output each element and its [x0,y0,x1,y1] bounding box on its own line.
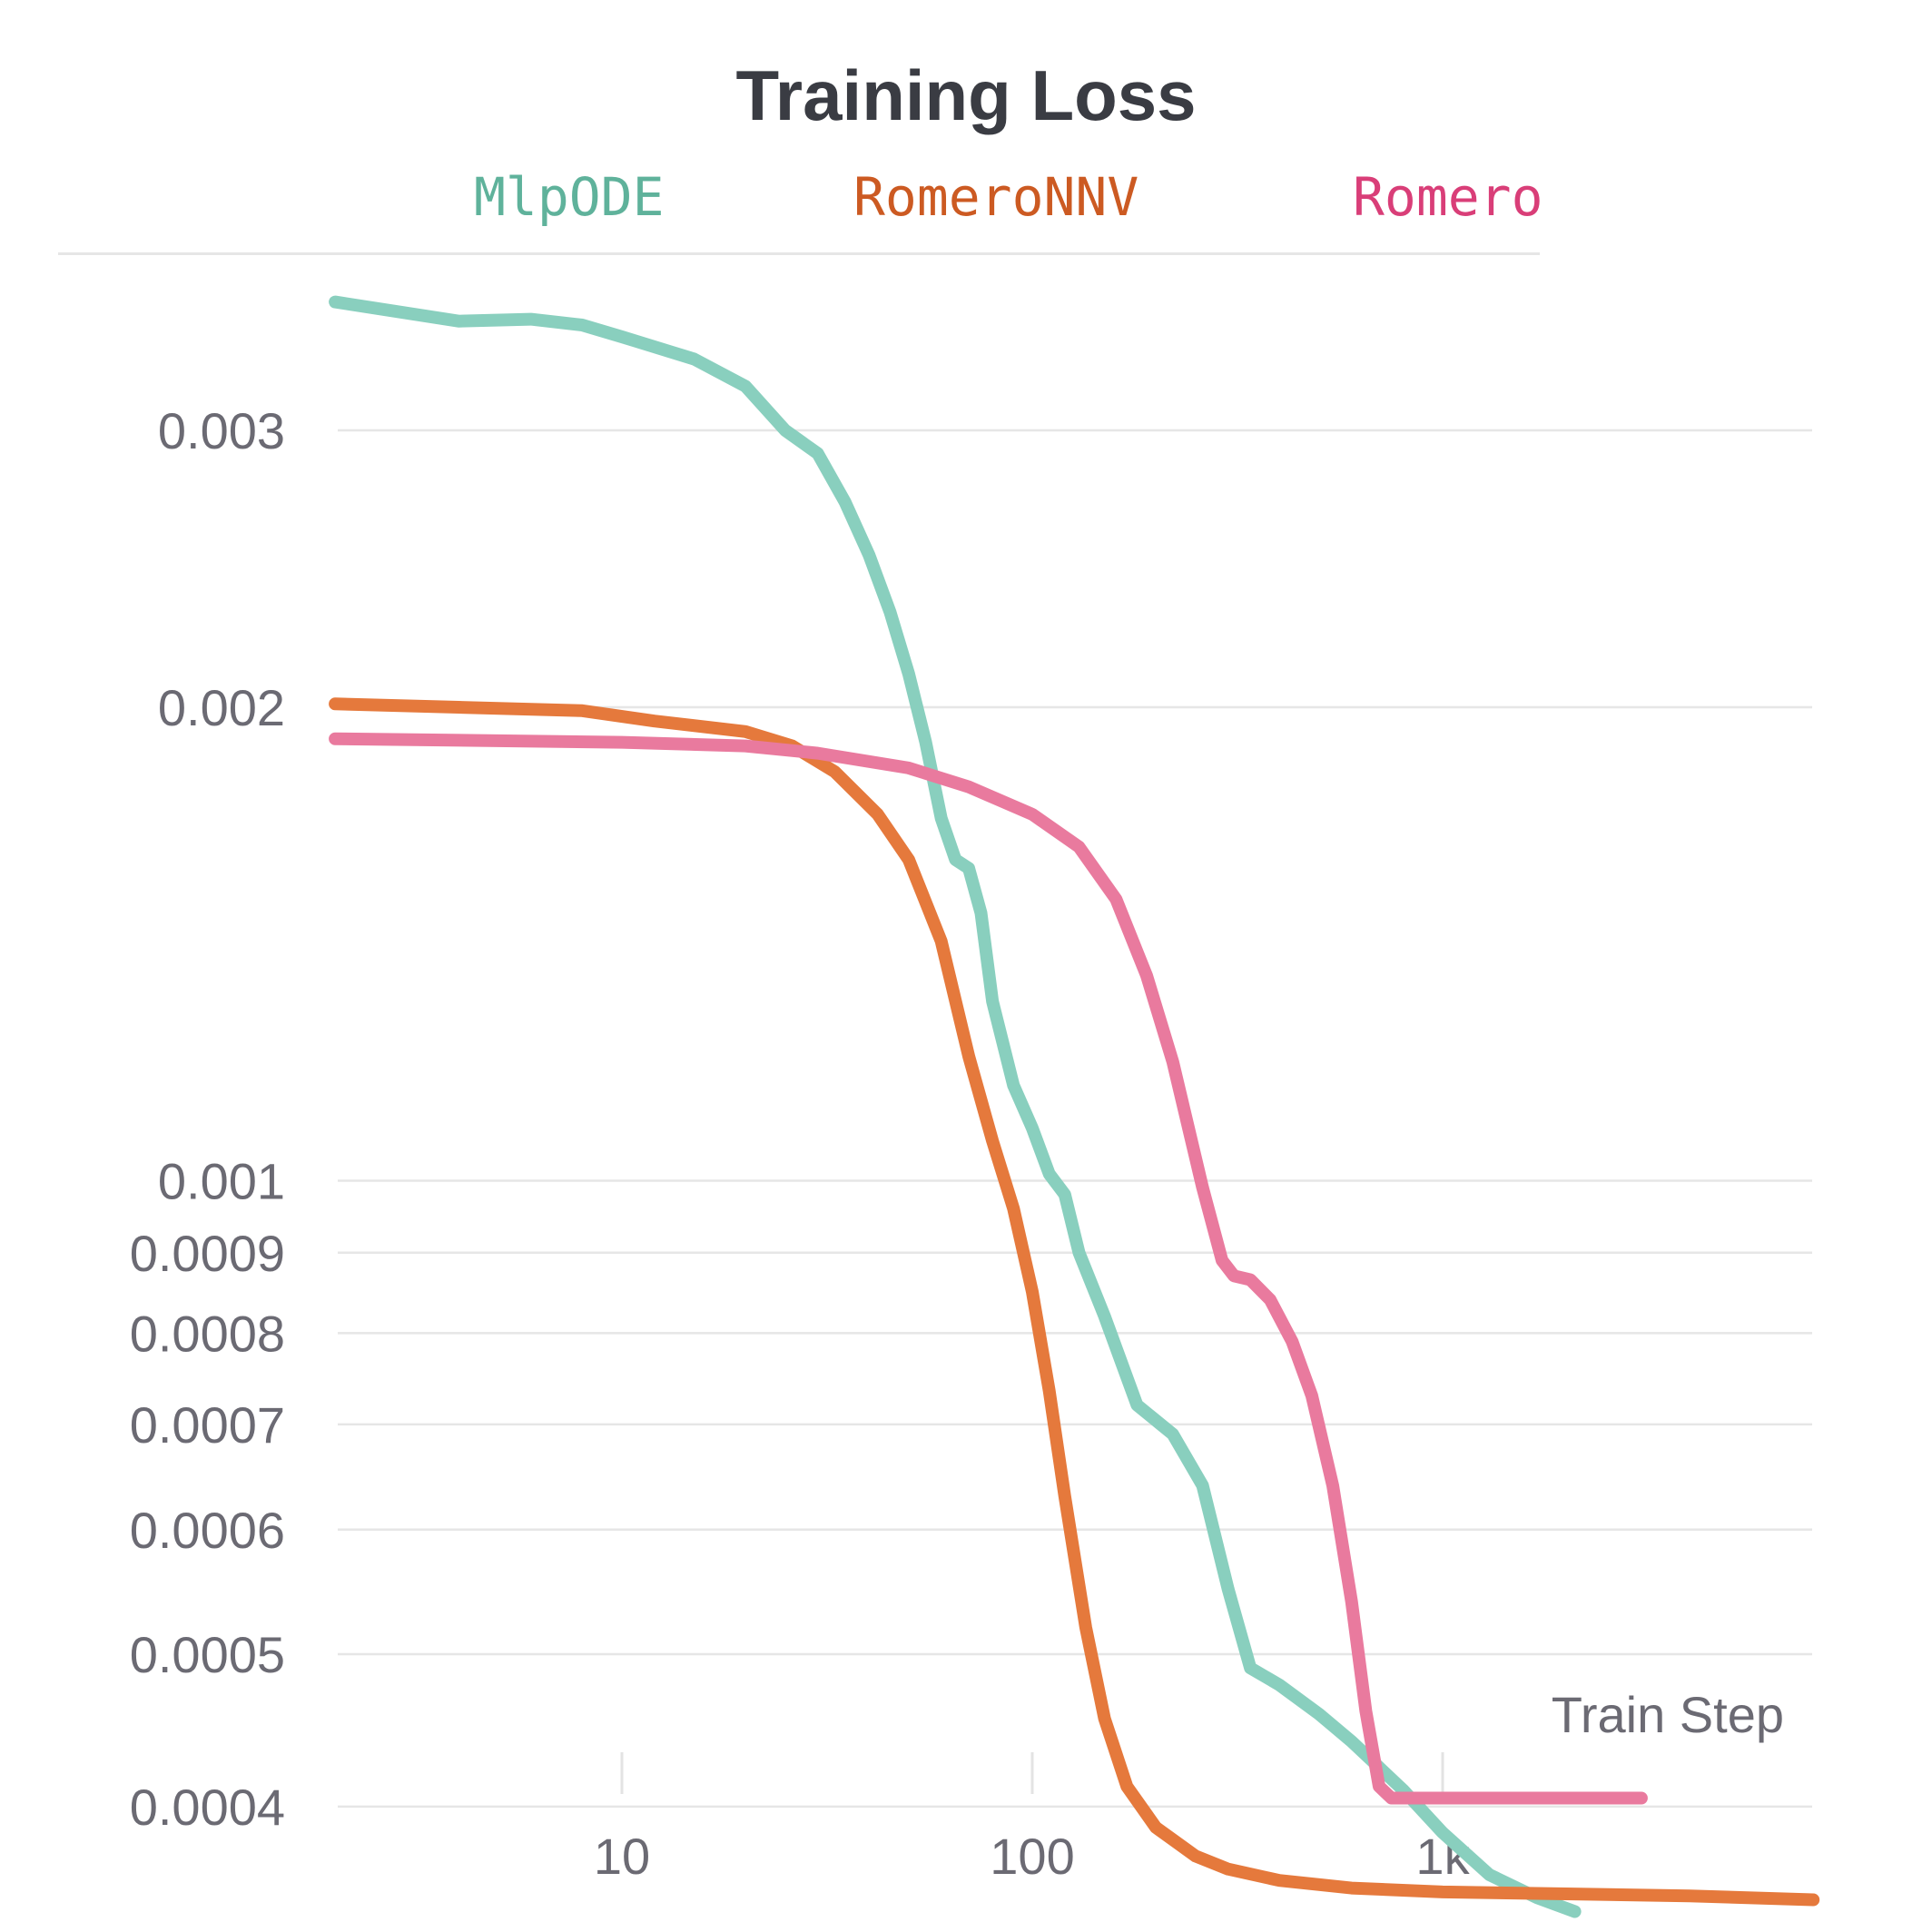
y-tick-label: 0.0004 [130,1779,285,1836]
y-tick-label: 0.002 [158,679,285,736]
y-axis-ticks: 0.003 0.002 0.001 0.0009 0.0008 0.0007 0.0006 0… [130,402,285,1836]
y-tick-label: 0.001 [158,1153,285,1210]
legend-item-mlpode[interactable]: MlpODE [474,166,665,228]
y-tick-label: 0.0009 [130,1225,285,1282]
y-tick-label: 0.0005 [130,1626,285,1683]
chart-title: Training Loss [735,55,1197,135]
series-line-romero[interactable] [329,732,1648,1805]
x-axis-label: Train Step [1552,1686,1784,1743]
x-tick-label: 10 [594,1828,650,1885]
series-line-mlpode[interactable] [329,295,1582,1918]
y-tick-label: 0.0006 [130,1502,285,1559]
legend: MlpODE RomeroNNV Romero [0,166,1932,248]
y-tick-label: 0.003 [158,402,285,459]
y-tick-label: 0.0008 [130,1305,285,1362]
y-tick-label: 0.0007 [130,1396,285,1454]
x-axis-ticks: 10 100 1k [594,1752,1471,1885]
legend-item-romero[interactable]: Romero [1353,166,1543,228]
series-line-romeronnv[interactable] [329,697,1820,1907]
series-lines [329,295,1820,1918]
legend-divider [58,252,1540,255]
x-tick-label: 100 [990,1828,1074,1885]
grid-lines [338,429,1812,1809]
legend-item-romeronnv[interactable]: RomeroNNV [853,166,1139,228]
